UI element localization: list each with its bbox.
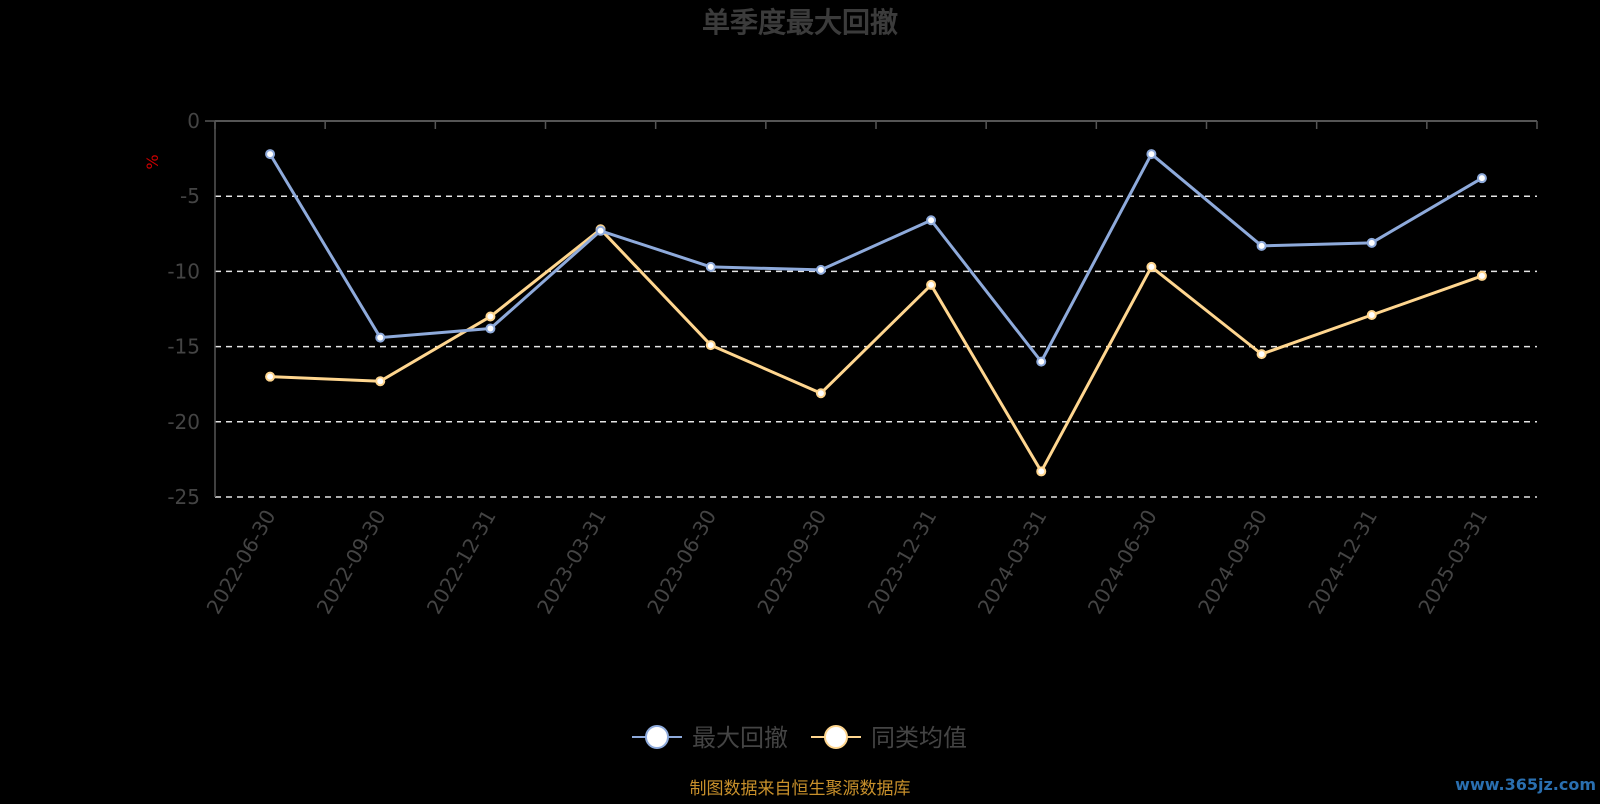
y-tick-label: -15 [167, 335, 200, 359]
x-tick-label: 2024-03-31 [973, 506, 1052, 619]
y-tick-label: -20 [167, 410, 200, 434]
legend-label: 最大回撤 [692, 724, 788, 752]
data-point [1256, 349, 1267, 360]
data-point [1146, 261, 1157, 272]
series-line [270, 227, 1483, 473]
x-tick-label: 2024-06-30 [1083, 506, 1162, 619]
data-point [1256, 240, 1267, 251]
series-line [268, 152, 1483, 364]
data-point [485, 311, 496, 322]
x-tick-label: 2022-06-30 [202, 506, 281, 619]
data-point [1476, 173, 1487, 184]
data-point [375, 376, 386, 387]
x-tick-label: 2024-12-31 [1303, 506, 1382, 619]
x-tick-label: 2023-09-30 [752, 506, 831, 619]
y-axis-unit: % [143, 154, 162, 169]
data-point [485, 323, 496, 334]
x-tick-label: 2023-12-31 [863, 505, 942, 618]
chart-title: 单季度最大回撤 [702, 6, 898, 39]
y-tick-label: -10 [167, 259, 200, 283]
data-source-note: 制图数据来自恒生聚源数据库 [690, 779, 911, 799]
legend-label: 同类均值 [871, 724, 967, 752]
legend-marker [824, 725, 848, 749]
data-point [815, 388, 826, 399]
data-point [265, 371, 276, 382]
data-point [1036, 356, 1047, 367]
data-point [1366, 310, 1377, 321]
data-point [705, 340, 716, 351]
data-point [705, 261, 716, 272]
data-point [1146, 149, 1157, 160]
data-point [1036, 466, 1047, 477]
data-point [926, 279, 937, 290]
data-point [375, 332, 386, 343]
y-tick-label: -25 [167, 485, 200, 509]
watermark: www.365jz.com [1455, 775, 1596, 794]
x-tick-label: 2023-03-31 [532, 506, 611, 619]
data-point [815, 264, 826, 275]
series-layer [265, 149, 1487, 477]
x-tick-label: 2022-12-31 [422, 505, 501, 618]
data-point [926, 215, 937, 226]
grid-layer [215, 195, 1537, 498]
data-point [1476, 270, 1487, 281]
legend: 最大回撤 同类均值 [632, 724, 967, 752]
x-tick-label: 2024-09-30 [1193, 506, 1272, 619]
legend-marker [645, 725, 669, 749]
y-tick-label: -5 [180, 184, 200, 208]
y-tick-label: 0 [187, 109, 200, 133]
x-tick-label: 2023-06-30 [642, 506, 721, 619]
x-tick-label: 2025-03-31 [1413, 506, 1492, 619]
data-point [595, 225, 606, 236]
data-point [1366, 237, 1377, 248]
data-point [265, 149, 276, 160]
x-tick-label: 2022-09-30 [312, 506, 391, 619]
